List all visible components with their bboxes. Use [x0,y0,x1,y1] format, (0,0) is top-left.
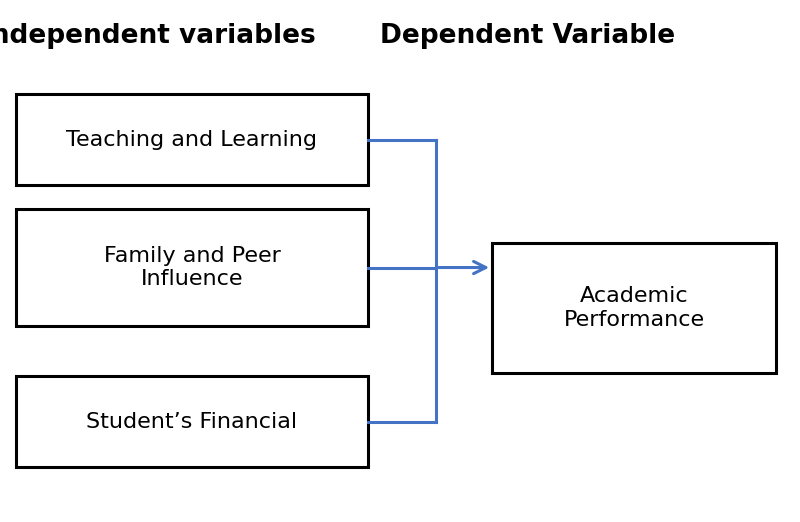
Text: Family and Peer
Influence: Family and Peer Influence [103,246,281,289]
Text: Dependent Variable: Dependent Variable [381,23,675,50]
Bar [492,243,776,373]
Text: Independent variables: Independent variables [0,23,315,50]
Bar [16,209,368,326]
Text: Student’s Financial: Student’s Financial [86,411,298,432]
Text: Teaching and Learning: Teaching and Learning [66,129,318,150]
Text: Academic
Performance: Academic Performance [563,287,705,329]
Bar [16,94,368,185]
Bar [16,376,368,467]
